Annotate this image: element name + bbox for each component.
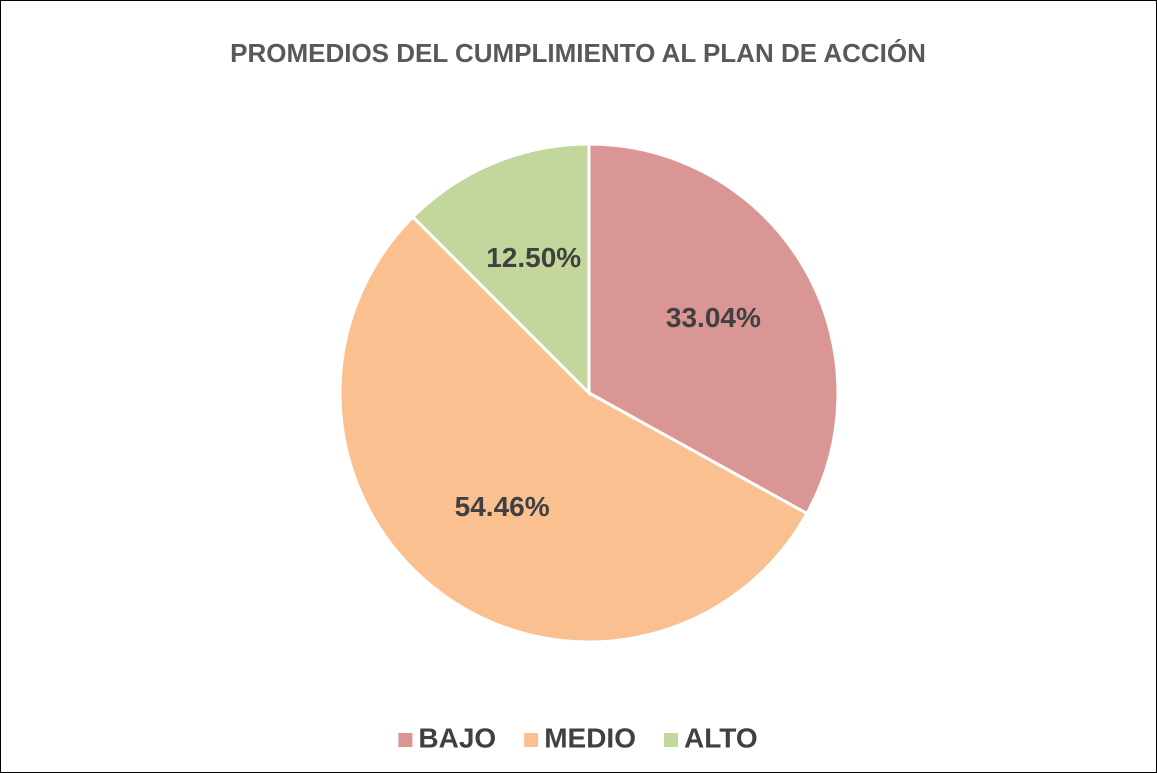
legend-label: MEDIO (544, 722, 636, 753)
legend-swatch (663, 733, 678, 747)
legend-label: BAJO (418, 722, 496, 753)
legend-swatch (524, 733, 539, 747)
legend-swatch (398, 733, 413, 747)
pie-slice (410, 142, 591, 397)
legend-label: ALTO (684, 722, 758, 753)
chart-title: PROMEDIOS DEL CUMPLIMIENTO AL PLAN DE AC… (230, 38, 926, 68)
pie-slice (338, 214, 809, 644)
data-label: 54.46% (455, 491, 550, 522)
pie-slice (587, 142, 840, 516)
data-label: 12.50% (486, 242, 581, 273)
data-label: 33.04% (666, 302, 761, 333)
